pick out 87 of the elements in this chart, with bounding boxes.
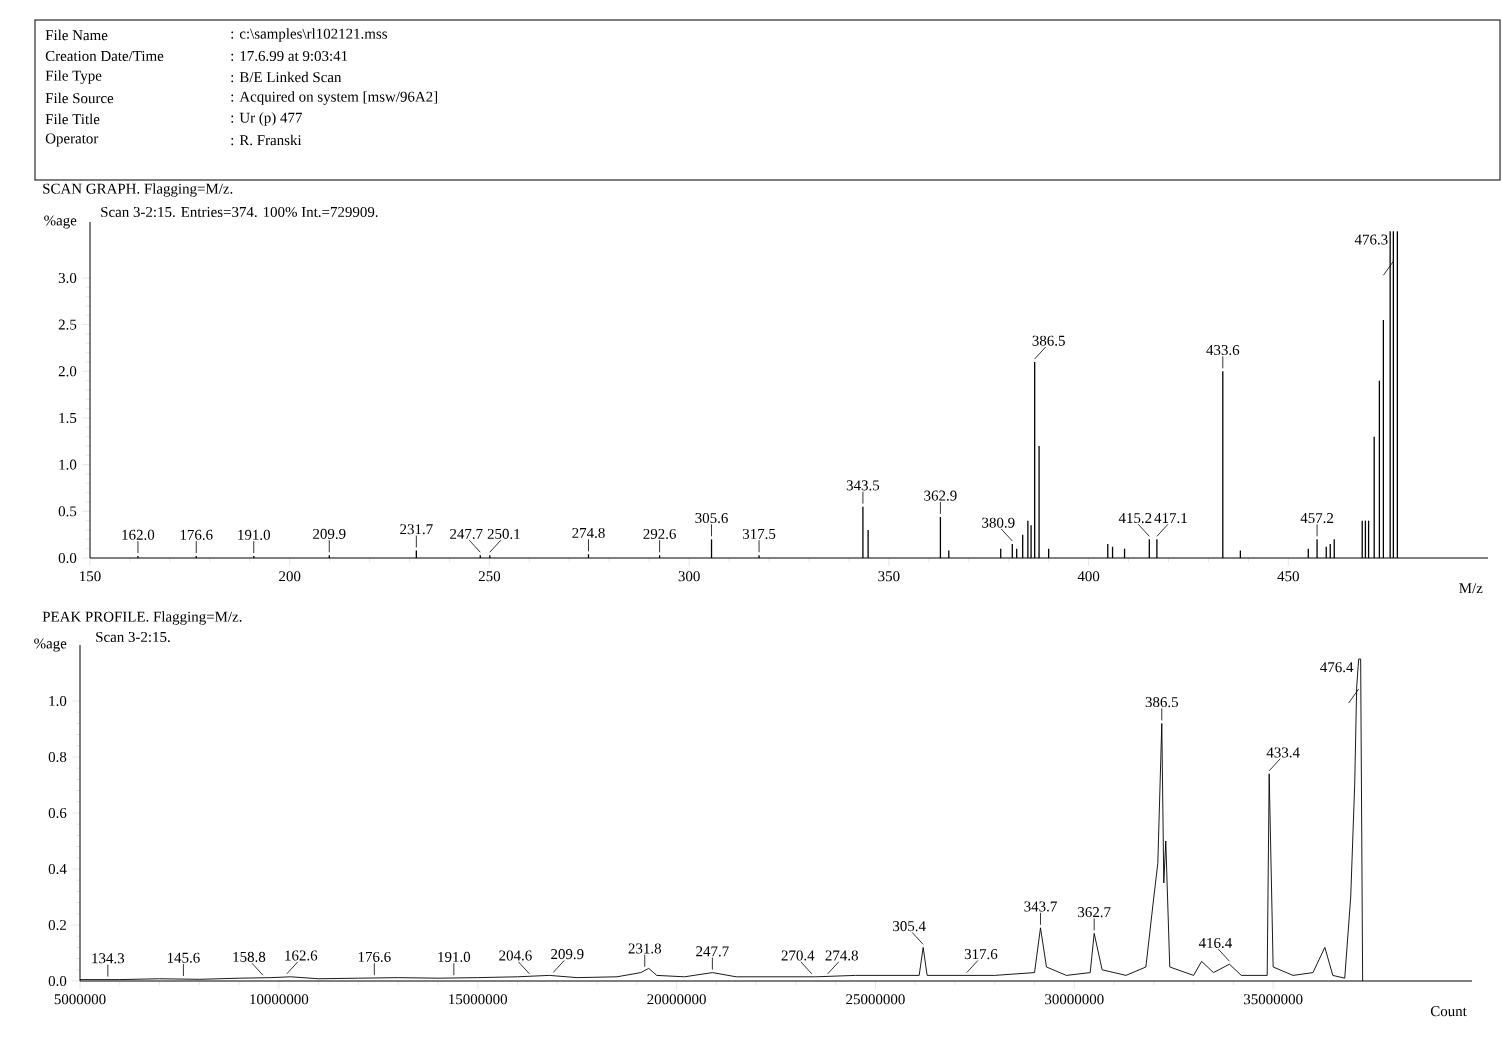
- chart-title: SCAN GRAPH. Flagging=M/z.: [43, 183, 233, 197]
- y-tick-label: 0.8: [48, 751, 67, 763]
- x-tick-label: 250: [478, 571, 501, 582]
- annotation: 162.6: [285, 950, 318, 961]
- x-tick-label: 15000000: [449, 994, 508, 1005]
- annotation: 317.6: [964, 949, 998, 960]
- annotation: 417.1: [1154, 513, 1187, 524]
- annotation: 457.2: [1300, 513, 1334, 524]
- annotation: 209.9: [313, 528, 346, 539]
- text: File Name: [45, 29, 108, 41]
- annotation: 292.6: [643, 528, 676, 539]
- x-axis-title: M/z: [1459, 583, 1483, 594]
- y-tick-label: 0.2: [48, 919, 66, 931]
- annotation: 305.6: [695, 512, 728, 524]
- text: : c:\samples\rl102121.mss: [231, 28, 387, 42]
- text: Creation Date/Time: [45, 50, 164, 61]
- annotation: 274.8: [572, 527, 605, 539]
- annotation: 176.6: [180, 529, 213, 540]
- annotation: 380.9: [982, 517, 1015, 528]
- y-tick-label: 1.5: [59, 412, 77, 424]
- x-tick-label: 150: [80, 571, 101, 582]
- annotation: 231.8: [628, 943, 662, 954]
- text: File Source: [45, 92, 114, 104]
- x-tick-label: 350: [878, 571, 900, 582]
- x-tick-label: 300: [678, 571, 700, 582]
- x-tick-label: 35000000: [1243, 994, 1303, 1005]
- y-tick-label: 3.0: [58, 272, 77, 284]
- annotation: 476.3: [1354, 234, 1388, 245]
- annotation: 134.3: [92, 953, 125, 964]
- x-axis-title: Count: [1430, 1006, 1467, 1017]
- x-tick-label: 10000000: [250, 994, 309, 1005]
- x-tick-label: 200: [279, 571, 301, 582]
- annotation: 415.2: [1118, 513, 1152, 524]
- annotation: 343.7: [1024, 901, 1057, 912]
- y-tick-label: 0.0: [58, 552, 77, 564]
- annotation: 191.0: [438, 951, 471, 963]
- annotation: 317.5: [742, 528, 776, 539]
- x-tick-label: 30000000: [1045, 994, 1104, 1005]
- annotation: 247.7: [450, 528, 483, 539]
- annotation: 204.6: [499, 950, 532, 961]
- y-axis-title: %age: [44, 215, 77, 229]
- y-tick-label: 0.0: [48, 975, 67, 987]
- chart-title: PEAK PROFILE. Flagging=M/z.: [42, 611, 242, 625]
- chart-subtitle: Scan 3-2:15.: [96, 631, 170, 643]
- chart-subtitle: Scan 3-2:15. Entries=374. 100% Int.=729909.: [101, 206, 378, 218]
- text: : B/E Linked Scan: [231, 71, 342, 83]
- annotation: 270.4: [781, 950, 815, 961]
- annotation: 145.6: [167, 952, 200, 963]
- x-tick-label: 25000000: [846, 994, 905, 1005]
- annotation: 176.6: [358, 951, 391, 963]
- y-tick-label: 0.4: [48, 863, 67, 875]
- y-axis-title: %age: [34, 638, 67, 652]
- x-tick-label: 20000000: [647, 994, 706, 1005]
- text: : Ur (p) 477: [231, 112, 302, 126]
- y-tick-label: 2.5: [58, 319, 77, 330]
- x-tick-label: 450: [1277, 571, 1299, 582]
- text: : 17.6.99 at 9:03:41: [231, 50, 348, 62]
- annotation: 274.8: [825, 950, 858, 961]
- annotation: 362.7: [1078, 907, 1111, 918]
- annotation: 231.7: [400, 524, 433, 535]
- annotation: 158.8: [233, 951, 266, 963]
- annotation: 305.4: [893, 921, 926, 932]
- annotation: 476.4: [1320, 662, 1354, 673]
- text: File Type: [45, 70, 102, 84]
- annotation: 343.5: [846, 480, 880, 491]
- annotation: 386.5: [1032, 335, 1065, 346]
- text: : R. Franski: [231, 134, 302, 146]
- annotation: 191.0: [238, 529, 271, 540]
- text: : Acquired on system [msw/96A2]: [231, 91, 438, 105]
- text: File Title: [45, 113, 100, 125]
- x-tick-label: 400: [1077, 571, 1100, 582]
- y-tick-label: 1.0: [49, 695, 67, 707]
- annotation: 362.9: [924, 490, 957, 501]
- y-tick-label: 0.6: [48, 807, 67, 819]
- annotation: 162.0: [122, 529, 155, 540]
- annotation: 247.7: [696, 946, 729, 957]
- x-tick-label: 5000000: [54, 994, 106, 1005]
- y-tick-label: 0.5: [58, 506, 77, 517]
- y-tick-label: 1.0: [59, 459, 77, 470]
- annotation: 250.1: [487, 528, 520, 539]
- annotation: 433.4: [1266, 747, 1300, 758]
- annotation: 416.4: [1198, 937, 1232, 949]
- annotation: 386.5: [1145, 697, 1179, 708]
- y-tick-label: 2.0: [58, 366, 77, 377]
- text: Operator: [45, 133, 99, 147]
- annotation: 209.9: [551, 949, 584, 960]
- annotation: 433.6: [1206, 345, 1240, 356]
